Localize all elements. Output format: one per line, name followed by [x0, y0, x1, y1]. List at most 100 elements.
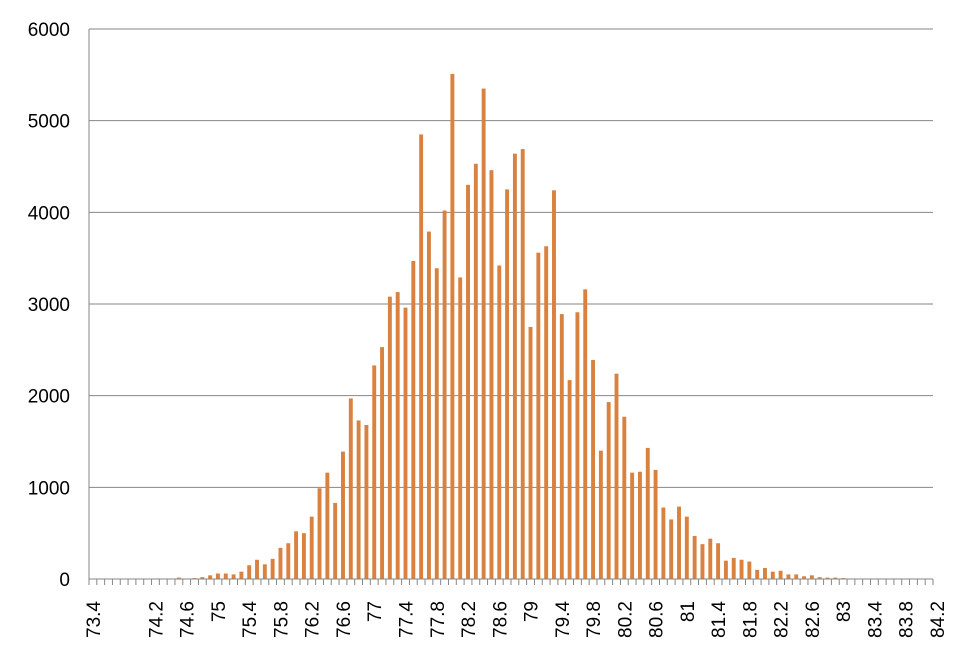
bar — [606, 402, 611, 579]
bar — [669, 519, 674, 579]
bar — [716, 543, 721, 579]
bar — [684, 516, 689, 579]
bar — [645, 447, 650, 579]
x-tick-label: 81.8 — [740, 601, 761, 638]
bar — [544, 246, 549, 579]
x-tick-label: 77.4 — [397, 601, 418, 638]
bar — [559, 314, 564, 579]
bar — [380, 347, 385, 579]
x-tick-label: 77.8 — [428, 601, 449, 638]
bar — [583, 289, 588, 579]
bar — [700, 544, 705, 579]
bar — [723, 560, 728, 579]
bar — [622, 416, 627, 579]
bar — [200, 577, 205, 579]
bar — [731, 557, 736, 579]
x-tick-label: 76.6 — [334, 601, 355, 638]
bar — [786, 574, 791, 579]
y-tick-label: 2000 — [28, 387, 70, 408]
bar — [552, 190, 556, 580]
bar — [614, 373, 619, 579]
bar — [591, 359, 596, 579]
x-tick-label: 82.6 — [803, 601, 824, 638]
bar — [270, 558, 275, 579]
bar — [802, 576, 807, 579]
bar — [653, 469, 658, 579]
x-tick-label: 73.4 — [84, 601, 105, 638]
bar — [247, 565, 252, 579]
bar — [262, 564, 267, 579]
bar — [825, 577, 830, 579]
bar — [372, 365, 377, 579]
x-tick-label: 79.4 — [553, 601, 574, 638]
bar — [637, 471, 642, 579]
bar — [489, 170, 494, 579]
bar — [458, 277, 463, 579]
x-tick-label: 75.4 — [240, 601, 261, 638]
x-tick-label: 74.6 — [178, 601, 199, 638]
bar — [528, 326, 533, 579]
x-tick-label: 78.2 — [459, 601, 480, 638]
bar — [466, 184, 470, 580]
bar — [473, 163, 478, 579]
y-tick-label: 0 — [59, 570, 70, 591]
y-tick-label: 3000 — [28, 295, 70, 316]
bar — [520, 149, 525, 580]
bar — [442, 210, 447, 579]
bar — [763, 568, 767, 579]
bar — [395, 292, 400, 579]
bar — [450, 73, 455, 580]
bar — [208, 575, 213, 579]
y-tick-label: 6000 — [28, 20, 70, 41]
x-tick-label: 80.6 — [647, 601, 668, 638]
bars — [176, 73, 861, 580]
x-tick-label: 82.2 — [772, 601, 793, 638]
x-tick-label: 80.2 — [615, 601, 636, 638]
bar — [739, 559, 744, 579]
x-axis-ticks: 73.4 74.2 74.6 75 75.4 75.8 76.2 76.6 77 77.4 77.8… — [84, 601, 949, 638]
bar — [419, 134, 424, 579]
x-tick-label: 77 — [365, 601, 386, 622]
y-tick-label: 5000 — [28, 112, 70, 133]
bar — [426, 231, 431, 580]
bar — [512, 153, 517, 579]
x-tick-label: 75 — [209, 601, 230, 622]
x-tick-label: 83.4 — [865, 601, 886, 638]
bar — [747, 561, 752, 579]
bar — [661, 507, 666, 579]
bar — [770, 571, 775, 579]
bar — [341, 451, 345, 579]
bar — [809, 575, 814, 579]
bar — [286, 543, 291, 579]
x-tick-label: 84.2 — [928, 601, 949, 638]
y-axis-ticks: 0 1000 2000 3000 4000 5000 6000 — [28, 20, 70, 591]
y-tick-label: 4000 — [28, 203, 70, 224]
bar — [833, 577, 838, 579]
x-tick-label: 83.8 — [897, 601, 918, 638]
bar — [309, 516, 314, 579]
bar — [356, 420, 361, 579]
bar — [708, 538, 713, 579]
y-tick-label: 1000 — [28, 478, 70, 499]
bar — [294, 531, 299, 579]
bar — [598, 450, 603, 579]
bar — [215, 573, 220, 579]
bar — [505, 189, 510, 579]
bar — [817, 577, 822, 579]
bar — [575, 312, 580, 579]
bar — [364, 425, 369, 579]
bar — [176, 577, 181, 579]
x-axis — [88, 578, 934, 585]
bar — [677, 506, 681, 579]
bar — [692, 535, 697, 579]
x-tick-label: 78.6 — [490, 601, 511, 638]
bar — [755, 569, 760, 579]
x-tick-label: 79.8 — [584, 601, 605, 638]
bar — [387, 296, 392, 579]
x-tick-label: 81 — [678, 601, 699, 622]
bar — [630, 472, 635, 579]
bar — [301, 533, 306, 579]
x-tick-label: 83 — [834, 601, 855, 622]
bar — [434, 268, 439, 579]
bar — [481, 88, 486, 579]
